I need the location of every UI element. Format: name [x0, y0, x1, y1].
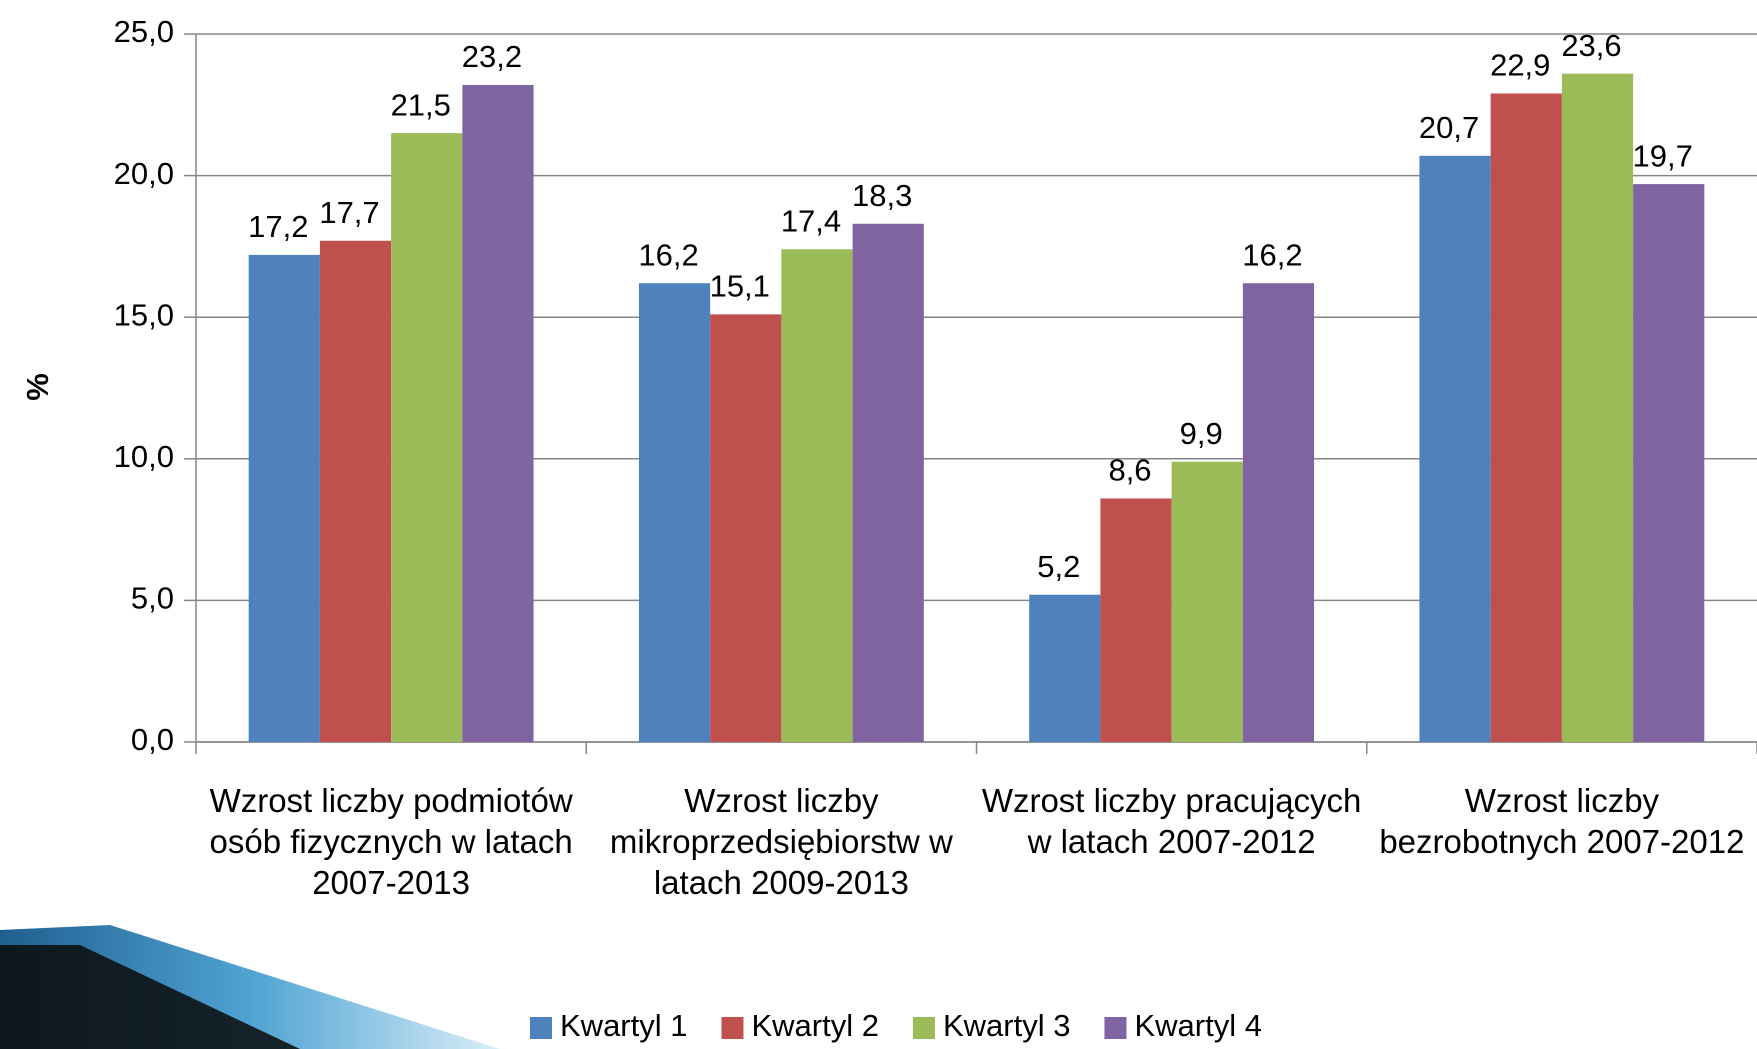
bar: [249, 255, 320, 742]
y-tick-label: 15,0: [114, 297, 174, 332]
bar: [1029, 595, 1100, 742]
bar: [462, 85, 533, 742]
bar: [1562, 74, 1633, 742]
legend-swatch: [913, 1017, 935, 1039]
bar: [1100, 498, 1171, 742]
x-tick-label: Wzrost liczby bezrobotnych 2007-2012: [1371, 780, 1753, 862]
data-label: 8,6: [1108, 453, 1151, 488]
bar: [853, 224, 924, 742]
data-label: 23,6: [1561, 28, 1621, 63]
bar: [710, 314, 781, 742]
x-tick-label: Wzrost liczby mikroprzedsiębiorstw w lat…: [590, 780, 972, 903]
data-label: 18,3: [852, 178, 912, 213]
bar: [391, 133, 462, 742]
page: % 0,0 5,0 10,0 15,0 20,0 25,0 17,2 17,7 21,5 23,2…: [0, 0, 1757, 1049]
data-label: 16,2: [1242, 237, 1302, 272]
bar: [1243, 283, 1314, 742]
y-axis-label: %: [20, 373, 55, 401]
bar: [1419, 156, 1490, 742]
data-label: 16,2: [638, 237, 698, 272]
legend-label: Kwartyl 1: [560, 1008, 687, 1043]
bar: [320, 241, 391, 742]
legend-label: Kwartyl 4: [1134, 1008, 1261, 1043]
data-label: 20,7: [1419, 110, 1479, 145]
legend-label: Kwartyl 3: [943, 1008, 1070, 1043]
data-label: 17,2: [248, 209, 308, 244]
x-tick-label: Wzrost liczby podmiotów osób fizycznych …: [200, 780, 582, 903]
data-label: 15,1: [710, 269, 770, 304]
bar: [1172, 462, 1243, 742]
y-tick-label: 0,0: [131, 722, 174, 757]
bar: [1491, 93, 1562, 742]
y-tick-label: 25,0: [114, 14, 174, 49]
y-tick-label: 5,0: [131, 581, 174, 616]
legend-label: Kwartyl 2: [751, 1008, 878, 1043]
bar: [781, 249, 852, 742]
x-tick-label: Wzrost liczby pracujących w latach 2007-…: [981, 780, 1363, 862]
bar: [639, 283, 710, 742]
y-tick-label: 10,0: [114, 439, 174, 474]
data-label: 5,2: [1037, 549, 1080, 584]
data-label: 22,9: [1490, 48, 1550, 83]
bar: [1633, 184, 1704, 742]
data-label: 19,7: [1633, 138, 1693, 173]
data-label: 23,2: [462, 39, 522, 74]
y-tick-label: 20,0: [114, 156, 174, 191]
data-label: 9,9: [1180, 416, 1223, 451]
data-label: 17,7: [319, 195, 379, 230]
legend-swatch: [721, 1017, 743, 1039]
data-label: 17,4: [781, 203, 841, 238]
legend-swatch: [1104, 1017, 1126, 1039]
legend-swatch: [530, 1017, 552, 1039]
data-label: 21,5: [391, 87, 451, 122]
